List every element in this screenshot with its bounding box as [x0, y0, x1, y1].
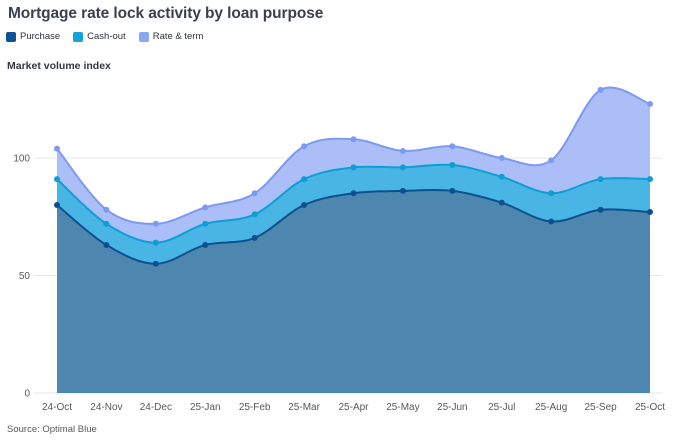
point-rate-term-25-Jul	[498, 155, 505, 161]
y-axis-title: Market volume index	[7, 60, 111, 72]
x-tick-label-25-Jan: 25-Jan	[190, 402, 221, 413]
point-purchase-24-Dec	[152, 260, 159, 267]
point-purchase-25-Apr	[350, 190, 357, 197]
legend-label-purchase: Purchase	[20, 31, 61, 42]
x-tick-label-25-Jul: 25-Jul	[488, 402, 515, 413]
x-tick-label-25-Apr: 25-Apr	[338, 402, 369, 413]
source-attribution: Source: Optimal Blue	[7, 424, 97, 435]
legend-item-purchase[interactable]: Purchase	[6, 31, 60, 42]
point-cash-out-25-Aug	[548, 190, 555, 197]
x-tick-label-25-Jun: 25-Jun	[437, 402, 468, 413]
point-cash-out-25-Jun	[449, 162, 456, 169]
point-cash-out-25-Mar	[301, 176, 308, 183]
point-cash-out-25-Apr	[350, 164, 357, 171]
point-rate-term-25-Feb	[251, 190, 258, 197]
point-rate-term-25-Sep	[597, 86, 604, 93]
point-purchase-25-Aug	[548, 218, 555, 225]
point-purchase-24-Nov	[103, 241, 110, 248]
point-cash-out-25-Sep	[597, 176, 604, 183]
y-tick-label-100: 100	[13, 154, 30, 165]
x-tick-label-24-Dec: 24-Dec	[140, 402, 172, 413]
point-rate-term-25-Jun	[449, 143, 456, 150]
x-tick-label-25-Oct: 25-Oct	[635, 402, 665, 413]
point-cash-out-25-Oct	[647, 176, 653, 183]
legend-item-rate-term[interactable]: Rate & term	[138, 31, 204, 42]
point-rate-term-25-Jan	[202, 204, 209, 211]
point-purchase-25-May	[399, 187, 406, 194]
point-purchase-24-Oct	[54, 202, 60, 208]
x-tick-label-24-Nov: 24-Nov	[90, 402, 122, 413]
point-rate-term-25-Aug	[548, 157, 555, 164]
purchase-swatch-icon	[6, 31, 16, 42]
rate-term-swatch-icon	[138, 31, 149, 42]
point-rate-term-25-May	[399, 147, 406, 154]
point-cash-out-25-Feb	[251, 211, 258, 218]
legend-item-cash-out[interactable]: Cash-out	[73, 31, 126, 42]
x-tick-label-24-Oct: 24-Oct	[42, 402, 72, 413]
point-rate-term-25-Mar	[301, 143, 308, 150]
point-rate-term-25-Apr	[350, 136, 357, 143]
point-cash-out-24-Nov	[103, 220, 110, 227]
point-cash-out-24-Oct	[54, 176, 60, 183]
point-purchase-25-Mar	[301, 202, 308, 208]
point-cash-out-25-May	[399, 164, 406, 171]
cash-out-swatch-icon	[73, 31, 84, 42]
chart-title: Mortgage rate lock activity by loan purp…	[8, 5, 324, 22]
point-cash-out-24-Dec	[152, 239, 159, 246]
legend: Purchase Cash-out Rate & term	[6, 31, 203, 42]
point-purchase-25-Jan	[202, 241, 209, 248]
area-purchase	[57, 189, 650, 393]
x-tick-label-25-Mar: 25-Mar	[288, 402, 320, 413]
y-tick-label-50: 50	[19, 271, 31, 282]
point-purchase-25-Jul	[498, 199, 505, 206]
point-rate-term-24-Nov	[103, 206, 110, 213]
point-rate-term-24-Dec	[152, 220, 159, 227]
point-purchase-25-Feb	[251, 234, 258, 241]
x-tick-label-25-Aug: 25-Aug	[535, 402, 567, 413]
legend-label-rate-term: Rate & term	[152, 31, 204, 42]
x-tick-label-25-Feb: 25-Feb	[239, 402, 271, 413]
point-cash-out-25-Jul	[498, 173, 505, 180]
point-purchase-25-Jun	[449, 187, 456, 194]
point-purchase-25-Sep	[597, 206, 604, 213]
legend-label-cash-out: Cash-out	[87, 31, 126, 42]
x-tick-label-25-Sep: 25-Sep	[584, 402, 617, 413]
point-cash-out-25-Jan	[202, 220, 209, 227]
point-purchase-25-Oct	[647, 209, 653, 216]
point-rate-term-24-Oct	[54, 145, 60, 152]
x-tick-label-25-May: 25-May	[386, 402, 419, 413]
y-tick-label-0: 0	[24, 389, 30, 400]
point-rate-term-25-Oct	[647, 100, 653, 107]
